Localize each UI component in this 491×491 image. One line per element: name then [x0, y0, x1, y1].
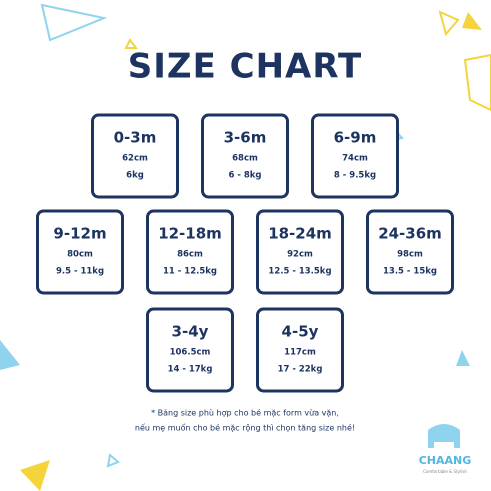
brand-name: CHAANG	[419, 454, 472, 467]
height: 98cm	[397, 250, 423, 260]
triangle	[463, 53, 491, 112]
size-label: 12-18m	[158, 225, 222, 243]
weight: 6kg	[126, 171, 144, 181]
size-card	[146, 209, 234, 295]
triangle	[456, 350, 470, 366]
size-card	[256, 209, 344, 295]
height: 80cm	[67, 250, 93, 260]
size-label: 4-5y	[282, 323, 319, 341]
weight: 8 - 9.5kg	[334, 171, 376, 181]
size-label: 0-3m	[114, 129, 157, 147]
height: 117cm	[284, 348, 316, 358]
size-card	[36, 209, 124, 295]
size-label: 3-4y	[172, 323, 209, 341]
note-line: * Bảng size phù hợp cho bé mặc form vừa …	[151, 408, 339, 419]
size-card	[256, 307, 344, 393]
size-card	[201, 113, 289, 199]
height: 106.5cm	[170, 348, 211, 358]
weight: 12.5 - 13.5kg	[268, 267, 331, 277]
triangle	[40, 3, 108, 42]
height: 74cm	[342, 154, 368, 164]
weight: 11 - 12.5kg	[163, 267, 217, 277]
weight: 14 - 17kg	[168, 365, 213, 375]
size-card	[366, 209, 454, 295]
size-label: 3-6m	[224, 129, 267, 147]
size-label: 9-12m	[53, 225, 106, 243]
brand-tagline: Comfortable & Stylish	[423, 469, 467, 474]
weight: 6 - 8kg	[228, 171, 261, 181]
weight: 17 - 22kg	[278, 365, 323, 375]
triangle	[462, 12, 482, 30]
triangle	[124, 38, 138, 49]
triangle	[106, 453, 120, 468]
triangle	[20, 460, 50, 491]
note-line: nếu mẹ muốn cho bé mặc rộng thì chọn tăn…	[135, 423, 355, 434]
height: 68cm	[232, 154, 258, 164]
size-label: 24-36m	[378, 225, 442, 243]
size-label: 18-24m	[268, 225, 332, 243]
weight: 9.5 - 11kg	[56, 267, 104, 277]
height: 86cm	[177, 250, 203, 260]
triangle	[0, 340, 20, 370]
brand-logo: CHAANG Comfortable & Stylish	[419, 424, 472, 474]
cards: 0-3m 62cm 6kg 3-6m 68cm 6 - 8kg 6-9m 74cm 8 - 9.…	[36, 113, 454, 393]
size-card	[311, 113, 399, 199]
weight: 13.5 - 15kg	[383, 267, 437, 277]
height: 62cm	[122, 154, 148, 164]
size-label: 6-9m	[334, 129, 377, 147]
title: SIZE CHART	[128, 47, 362, 87]
size-card	[146, 307, 234, 393]
height: 92cm	[287, 250, 313, 260]
elephant-icon	[428, 424, 460, 448]
size-card	[91, 113, 179, 199]
triangle	[438, 10, 460, 37]
